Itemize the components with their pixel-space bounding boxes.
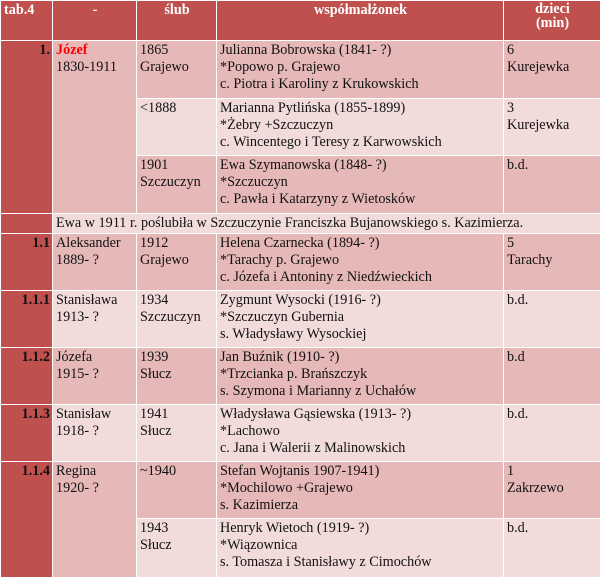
person-cell: Stanisława 1913- ? <box>52 290 137 348</box>
spouse-cell: Marianna Pytlińska (1855-1899) *Żebry +Sz… <box>216 98 504 156</box>
spouse-cell: Helena Czarnecka (1894- ?) *Tarachy p. Gr… <box>216 233 504 291</box>
note-row: Ewa w 1911 r. poślubiła w Szczuczynie Fr… <box>0 213 600 234</box>
children-cell: 3 Kurejewka <box>503 98 600 156</box>
person-name: Józef <box>56 42 88 58</box>
marriage-cell: 1901 Szczuczyn <box>136 155 217 214</box>
children-cell: b.d. <box>503 290 600 348</box>
marriage-cell: 1865 Grajewo <box>136 40 217 99</box>
note-text: Ewa w 1911 r. poślubiła w Szczuczynie Fr… <box>52 213 600 234</box>
entry-number: 1.1.3 <box>0 404 53 462</box>
children-cell: b.d. <box>503 518 600 578</box>
table-row: 1.1.1 Stanisława 1913- ? 1934 Szczuczyn Zy… <box>0 290 600 348</box>
marriage-cell: 1939 Słucz <box>136 347 217 405</box>
table-row: 1.1 Aleksander 1889- ? 1912 Grajewo Helena… <box>0 233 600 291</box>
spouse-cell: Julianna Bobrowska (1841- ?) *Popowo p. G… <box>216 40 504 99</box>
spouse-cell: Stefan Wojtanis 1907-1941) *Mochilowo +Gr… <box>216 461 504 519</box>
entry-number <box>0 213 53 234</box>
marriage-cell: <1888 <box>136 98 217 156</box>
person-cell: Regina 1920- ? <box>52 461 137 578</box>
children-cell: 5 Tarachy <box>503 233 600 291</box>
children-cell: 1 Zakrzewo <box>503 461 600 519</box>
header-row: tab.4 - ślub współmałżonek dzieci (min) <box>0 0 600 41</box>
table-row: 1.1.4 Regina 1920- ? ~1940 Stefan Wojtani… <box>0 461 600 578</box>
table-row: 1901 Szczuczyn Ewa Szymanowska (1848- ?) *… <box>1 155 600 214</box>
header-tab: tab.4 <box>0 0 53 41</box>
spouse-cell: Władysława Gąsiewska (1913- ?) *Lachowo c.… <box>216 404 504 462</box>
header-dash: - <box>52 0 137 41</box>
entry-number: 1.1 <box>0 233 53 291</box>
table-row: 1943 Słucz Henryk Wietoch (1919- ?) *Wiązo… <box>1 518 600 578</box>
header-slub: ślub <box>136 0 217 41</box>
header-spouse: współmałżonek <box>216 0 504 41</box>
spouse-cell: Zygmunt Wysocki (1916- ?) *Szczuczyn Gube… <box>216 290 504 348</box>
entry-number: 1.1.2 <box>0 347 53 405</box>
spouse-cell: Henryk Wietoch (1919- ?) *Wiązownica s. To… <box>216 518 504 578</box>
children-cell: 6 Kurejewka <box>503 40 600 99</box>
person-cell: Józef 1830-1911 <box>52 40 137 214</box>
person-cell: Stanisław 1918- ? <box>52 404 137 462</box>
table-row: 1.1.2 Józefa 1915- ? 1939 Słucz Jan Buźnik… <box>0 347 600 405</box>
children-cell: b.d <box>503 347 600 405</box>
entry-number: 1.1.4 <box>0 461 53 578</box>
marriage-cell: 1934 Szczuczyn <box>136 290 217 348</box>
header-children: dzieci (min) <box>503 0 600 41</box>
table-row: 1.1.3 Stanisław 1918- ? 1941 Słucz Władysł… <box>0 404 600 462</box>
spouse-cell: Jan Buźnik (1910- ?) *Trzcianka p. Brańsz… <box>216 347 504 405</box>
person-years: 1830-1911 <box>56 59 117 75</box>
table-row: 1. Józef 1830-1911 1865 Grajewo Julianna … <box>0 40 600 214</box>
marriage-cell: 1941 Słucz <box>136 404 217 462</box>
children-cell: b.d. <box>503 155 600 214</box>
marriage-cell: ~1940 <box>136 461 217 519</box>
marriage-cell: 1943 Słucz <box>136 518 217 578</box>
spouse-cell: Ewa Szymanowska (1848- ?) *Szczuczyn c. Pa… <box>216 155 504 214</box>
person-cell: Józefa 1915- ? <box>52 347 137 405</box>
table-row: <1888 Marianna Pytlińska (1855-1899) *Żeb… <box>1 98 600 156</box>
children-cell: b.d. <box>503 404 600 462</box>
entry-number: 1.1.1 <box>0 290 53 348</box>
marriage-cell: 1912 Grajewo <box>136 233 217 291</box>
entry-number: 1. <box>0 40 53 214</box>
person-cell: Aleksander 1889- ? <box>52 233 137 291</box>
